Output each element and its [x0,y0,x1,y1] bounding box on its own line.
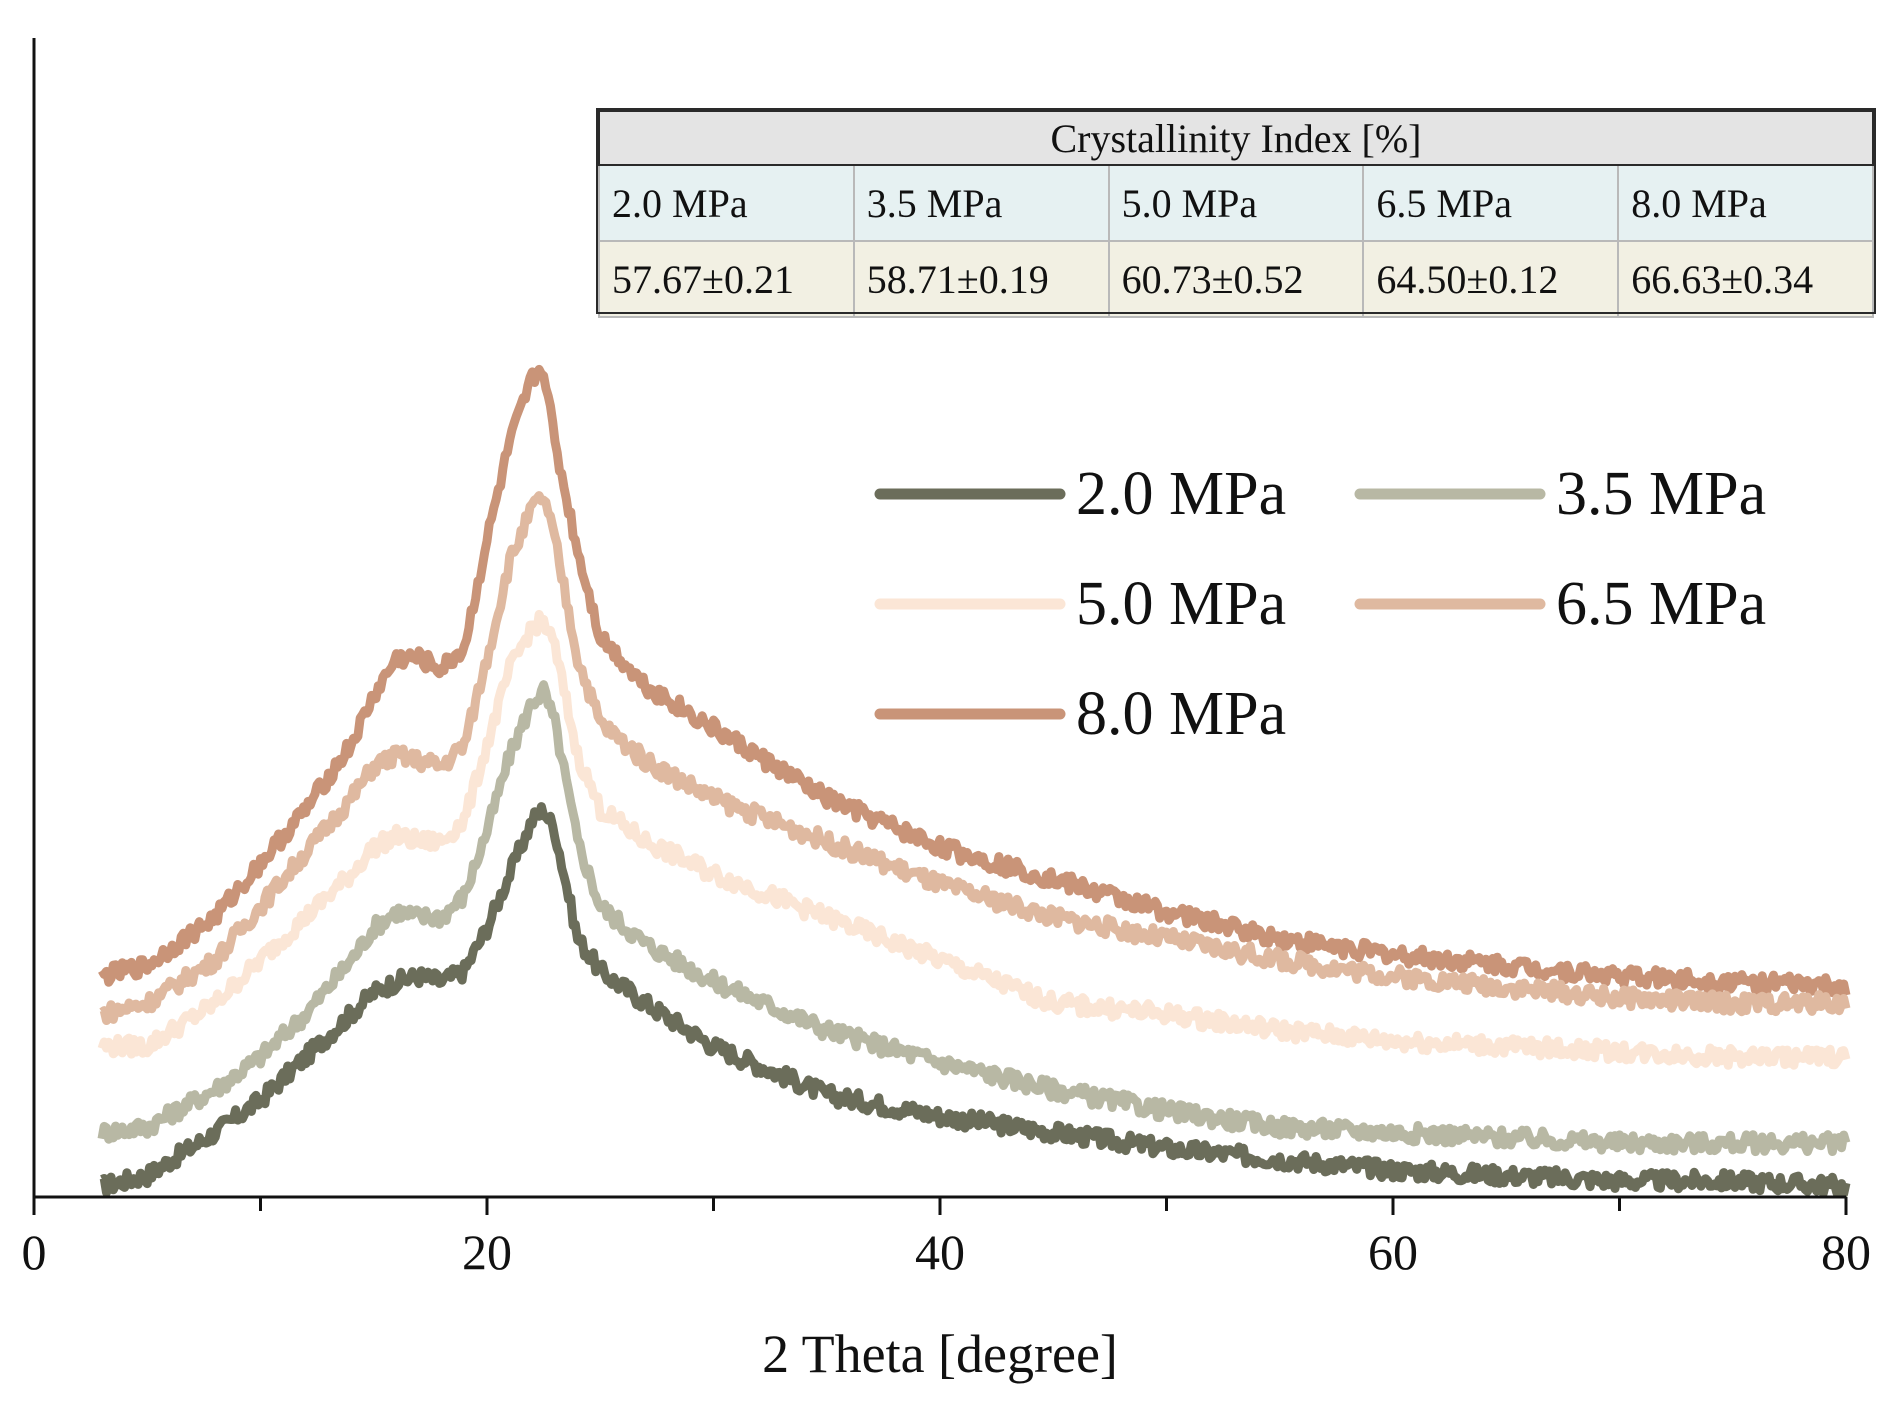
series-line-3-5-mpa [97,680,1851,1157]
table-cell: 58.71±0.19 [852,240,1110,318]
table-cell: 66.63±0.34 [1617,240,1874,318]
table-title: Crystallinity Index [%] [598,110,1874,166]
table-header: 6.5 MPa [1362,164,1620,242]
legend-label: 2.0 MPa [1076,460,1286,528]
series-line-8-0-mpa [98,364,1851,1000]
x-tick-label: 0 [22,1224,47,1280]
table-cell: 64.50±0.12 [1362,240,1620,318]
table-header: 5.0 MPa [1107,164,1365,242]
ticks-layer: 0 20 40 60 80 [22,1197,1871,1280]
x-tick-label: 60 [1368,1224,1418,1280]
table-cell: 60.73±0.52 [1107,240,1365,318]
legend: 2.0 MPa 3.5 MPa 5.0 MPa 6.5 MPa 8.0 MPa [874,460,1766,748]
legend-label: 5.0 MPa [1076,570,1286,638]
table-header: 2.0 MPa [598,164,855,242]
x-tick-label: 40 [915,1224,965,1280]
series-line-6-5-mpa [99,491,1851,1025]
crystallinity-table: Crystallinity Index [%] 2.0 MPa 3.5 MPa … [598,110,1874,318]
table-header: 3.5 MPa [852,164,1110,242]
series-line-5-0-mpa [97,609,1851,1070]
series-layer [97,364,1851,1199]
x-axis-title: 2 Theta [degree] [762,1324,1118,1384]
legend-label: 3.5 MPa [1556,460,1766,528]
table-header: 8.0 MPa [1617,164,1874,242]
series-line-2-0-mpa [99,802,1851,1199]
legend-label: 8.0 MPa [1076,680,1286,748]
x-tick-label: 20 [462,1224,512,1280]
table-cell: 57.67±0.21 [598,240,855,318]
legend-label: 6.5 MPa [1556,570,1766,638]
x-tick-label: 80 [1821,1224,1871,1280]
